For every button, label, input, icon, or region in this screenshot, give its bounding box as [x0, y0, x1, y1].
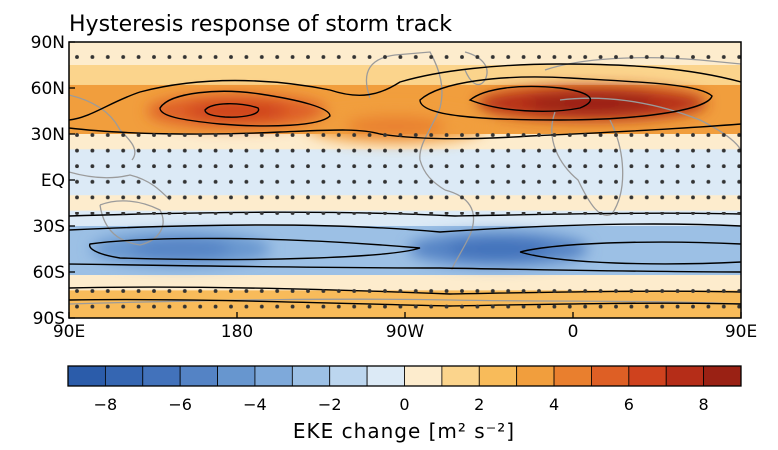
colorbar-frame	[67, 365, 742, 387]
x-tick-label: 180	[221, 322, 253, 342]
x-tick-label: 90E	[725, 322, 757, 342]
x-tick-label: 0	[568, 322, 579, 342]
x-tick-label: 90E	[53, 322, 85, 342]
colorbar-label: EKE change [m² s⁻²]	[293, 419, 515, 443]
colorbar-swatch	[104, 365, 144, 387]
colorbar-tick-label: 4	[549, 395, 559, 414]
colorbar-tick-label: −4	[243, 395, 267, 414]
colorbar-tick-label: −8	[94, 395, 118, 414]
colorbar	[67, 365, 742, 387]
colorbar-swatch	[142, 365, 181, 387]
colorbar-tick-label: 6	[624, 395, 634, 414]
colorbar-swatch	[67, 365, 106, 387]
chart-title: Hysteresis response of storm track	[69, 12, 452, 37]
x-tick-label: 90W	[386, 322, 425, 342]
colorbar-ticks: −8 −6 −4 −2 0 2 4 6 8	[94, 395, 709, 414]
colorbar-tick-label: −6	[168, 395, 192, 414]
colorbar-swatch	[478, 365, 518, 387]
contour-pacific-core	[204, 103, 260, 118]
colorbar-swatch	[628, 365, 667, 387]
maximum-core-1	[528, 93, 655, 114]
y-tick-label: 60S	[33, 263, 65, 283]
y-tick-label: 30N	[31, 125, 65, 145]
y-tick-label: EQ	[41, 171, 65, 191]
y-tick-label: 30S	[33, 217, 65, 237]
colorbar-swatch	[217, 365, 256, 387]
contour-atlantic-inner	[419, 76, 713, 121]
contour-sh-core-pacific	[89, 237, 421, 261]
colorbar-swatch	[665, 365, 705, 387]
y-tick-label: 60N	[31, 79, 65, 99]
significance-stippling	[69, 45, 741, 318]
y-tick-label: 90N	[31, 33, 65, 53]
colorbar-swatch	[291, 365, 331, 387]
x-axis: 90E 180 90W 0 90E	[53, 312, 757, 342]
contour-sh-south	[69, 263, 741, 273]
colorbar-swatch	[366, 365, 405, 387]
minimum-core-4	[131, 239, 231, 259]
contour-sh-mid	[69, 223, 741, 233]
plot-area	[69, 42, 741, 318]
colorbar-swatch	[404, 365, 443, 387]
minimum-core-3	[448, 239, 548, 259]
y-axis: 90N 60N 30N EQ 30S 60S 90S	[31, 33, 75, 329]
contour-pacific-inner	[159, 90, 331, 127]
colorbar-swatch	[441, 365, 480, 387]
colorbar-swatch	[516, 365, 555, 387]
colorbar-tick-label: 0	[399, 395, 409, 414]
contour-atlantic-core	[468, 85, 592, 112]
colorbar-tick-label: −2	[318, 395, 342, 414]
colorbar-tick-label: 8	[699, 395, 709, 414]
colorbar-tick-label: 2	[474, 395, 484, 414]
y-tick-label: 90S	[33, 309, 65, 329]
colorbar-swatch	[254, 365, 293, 387]
colorbar-swatch	[591, 365, 630, 387]
contour-sh-core-atlantic	[519, 241, 741, 265]
colorbar-swatch	[179, 365, 218, 387]
colorbar-swatch	[703, 365, 742, 387]
colorbar-swatch	[329, 365, 368, 387]
colorbar-swatch	[553, 365, 592, 387]
